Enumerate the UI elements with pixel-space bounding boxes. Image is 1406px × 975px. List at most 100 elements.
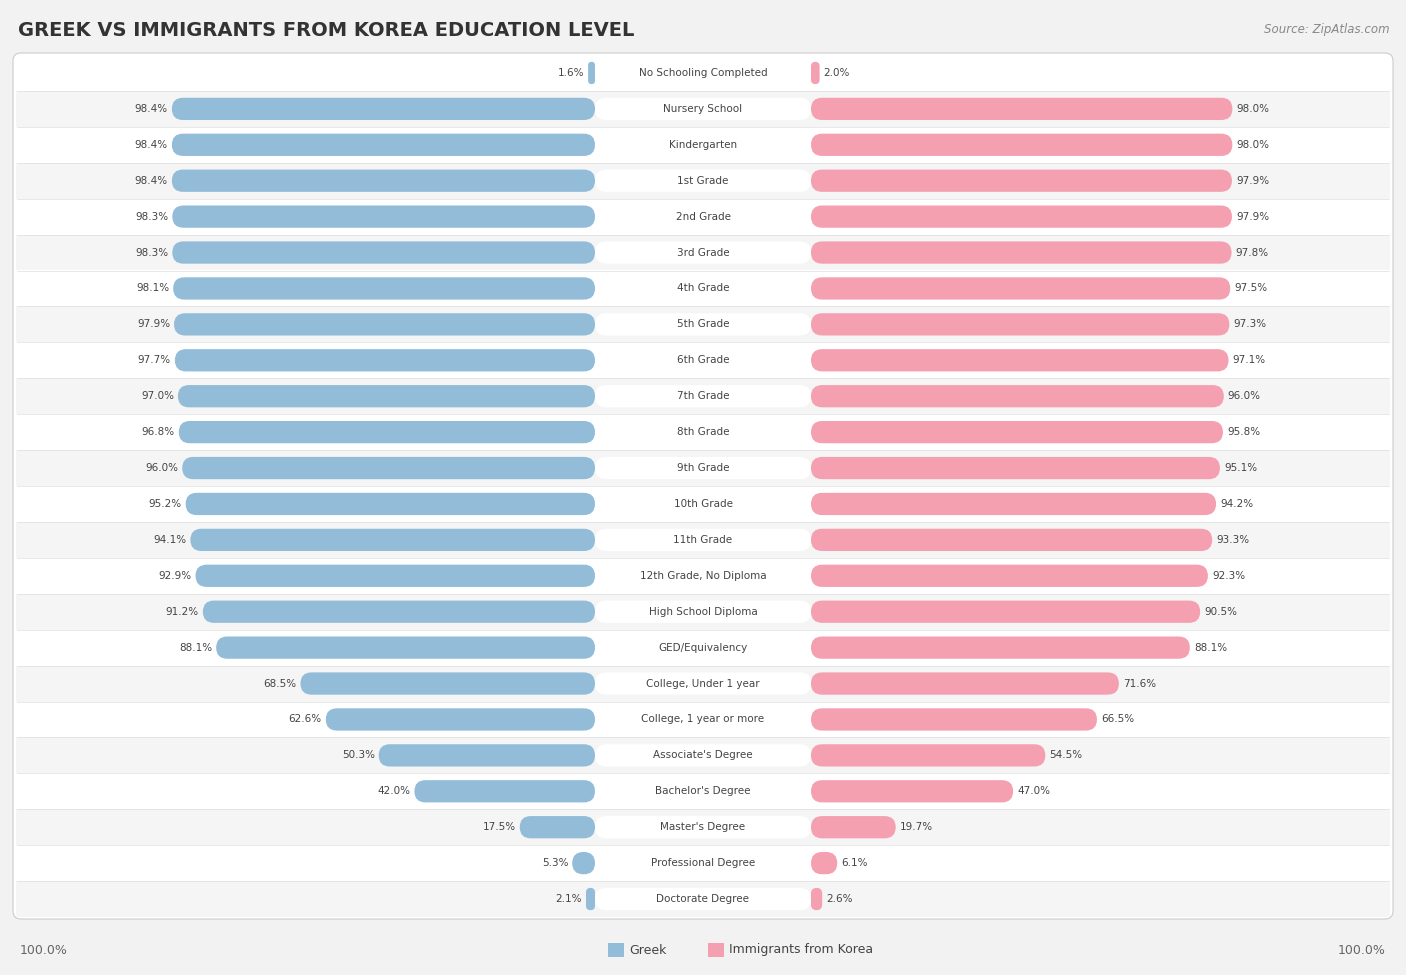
Text: GED/Equivalency: GED/Equivalency [658,643,748,652]
FancyBboxPatch shape [607,943,624,957]
FancyBboxPatch shape [811,349,1229,371]
FancyBboxPatch shape [15,163,1391,199]
FancyBboxPatch shape [174,313,595,335]
Text: 5.3%: 5.3% [541,858,568,868]
Text: 2nd Grade: 2nd Grade [675,212,731,221]
FancyBboxPatch shape [811,277,1230,299]
Text: High School Diploma: High School Diploma [648,606,758,617]
FancyBboxPatch shape [595,744,811,766]
Text: 10th Grade: 10th Grade [673,499,733,509]
Text: 94.2%: 94.2% [1220,499,1253,509]
FancyBboxPatch shape [15,127,1391,163]
Text: 54.5%: 54.5% [1049,751,1083,760]
FancyBboxPatch shape [173,242,595,263]
Text: 97.1%: 97.1% [1233,355,1265,366]
FancyBboxPatch shape [195,565,595,587]
FancyBboxPatch shape [595,277,811,299]
FancyBboxPatch shape [174,349,595,371]
Text: 3rd Grade: 3rd Grade [676,248,730,257]
Text: 95.8%: 95.8% [1227,427,1260,437]
Text: 100.0%: 100.0% [1339,944,1386,956]
Text: 5th Grade: 5th Grade [676,320,730,330]
FancyBboxPatch shape [15,630,1391,666]
Text: 90.5%: 90.5% [1204,606,1237,617]
Text: 2.6%: 2.6% [827,894,852,904]
Text: 92.3%: 92.3% [1212,570,1246,581]
FancyBboxPatch shape [15,91,1391,127]
Text: 97.0%: 97.0% [141,391,174,401]
FancyBboxPatch shape [595,98,811,120]
Text: 42.0%: 42.0% [377,786,411,797]
Text: Professional Degree: Professional Degree [651,858,755,868]
FancyBboxPatch shape [15,450,1391,486]
Text: Bachelor's Degree: Bachelor's Degree [655,786,751,797]
FancyBboxPatch shape [172,170,595,192]
FancyBboxPatch shape [595,170,811,192]
FancyBboxPatch shape [811,528,1212,551]
FancyBboxPatch shape [15,270,1391,306]
FancyBboxPatch shape [15,737,1391,773]
Text: 4th Grade: 4th Grade [676,284,730,293]
Text: 6th Grade: 6th Grade [676,355,730,366]
Text: 50.3%: 50.3% [342,751,375,760]
FancyBboxPatch shape [15,666,1391,701]
FancyBboxPatch shape [811,816,896,838]
FancyBboxPatch shape [202,601,595,623]
FancyBboxPatch shape [595,313,811,335]
FancyBboxPatch shape [811,601,1201,623]
FancyBboxPatch shape [326,708,595,730]
Text: 98.3%: 98.3% [135,248,169,257]
FancyBboxPatch shape [595,816,811,838]
FancyBboxPatch shape [811,492,1216,515]
FancyBboxPatch shape [15,594,1391,630]
Text: 97.9%: 97.9% [1236,176,1270,185]
FancyBboxPatch shape [811,242,1232,263]
Text: Kindergarten: Kindergarten [669,139,737,150]
Text: 96.0%: 96.0% [145,463,179,473]
Text: 95.1%: 95.1% [1225,463,1257,473]
FancyBboxPatch shape [173,206,595,228]
Text: 92.9%: 92.9% [159,570,191,581]
Text: 94.1%: 94.1% [153,535,187,545]
Text: Greek: Greek [628,944,666,956]
Text: 12th Grade, No Diploma: 12th Grade, No Diploma [640,570,766,581]
Text: 98.0%: 98.0% [1236,104,1270,114]
FancyBboxPatch shape [595,708,811,730]
FancyBboxPatch shape [15,55,1391,91]
Text: College, 1 year or more: College, 1 year or more [641,715,765,724]
Text: 2.1%: 2.1% [555,894,582,904]
Text: 98.4%: 98.4% [135,139,167,150]
FancyBboxPatch shape [811,888,823,911]
Text: 62.6%: 62.6% [288,715,322,724]
Text: 97.9%: 97.9% [1236,212,1270,221]
FancyBboxPatch shape [190,528,595,551]
FancyBboxPatch shape [811,385,1223,408]
Text: 98.1%: 98.1% [136,284,169,293]
FancyBboxPatch shape [709,943,724,957]
FancyBboxPatch shape [811,780,1014,802]
Text: 97.5%: 97.5% [1234,284,1267,293]
Text: 47.0%: 47.0% [1017,786,1050,797]
FancyBboxPatch shape [811,98,1233,120]
FancyBboxPatch shape [301,673,595,694]
FancyBboxPatch shape [595,637,811,659]
FancyBboxPatch shape [586,888,595,911]
Text: Nursery School: Nursery School [664,104,742,114]
Text: 97.8%: 97.8% [1236,248,1268,257]
Text: 95.2%: 95.2% [149,499,181,509]
Text: 9th Grade: 9th Grade [676,463,730,473]
Text: Associate's Degree: Associate's Degree [654,751,752,760]
FancyBboxPatch shape [15,558,1391,594]
FancyBboxPatch shape [172,98,595,120]
FancyBboxPatch shape [811,170,1232,192]
Text: 98.4%: 98.4% [135,176,167,185]
FancyBboxPatch shape [595,349,811,371]
FancyBboxPatch shape [183,457,595,479]
Text: 98.4%: 98.4% [135,104,167,114]
FancyBboxPatch shape [595,457,811,479]
Text: 96.8%: 96.8% [142,427,174,437]
FancyBboxPatch shape [217,637,595,659]
Text: 91.2%: 91.2% [166,606,198,617]
FancyBboxPatch shape [172,134,595,156]
FancyBboxPatch shape [173,277,595,299]
